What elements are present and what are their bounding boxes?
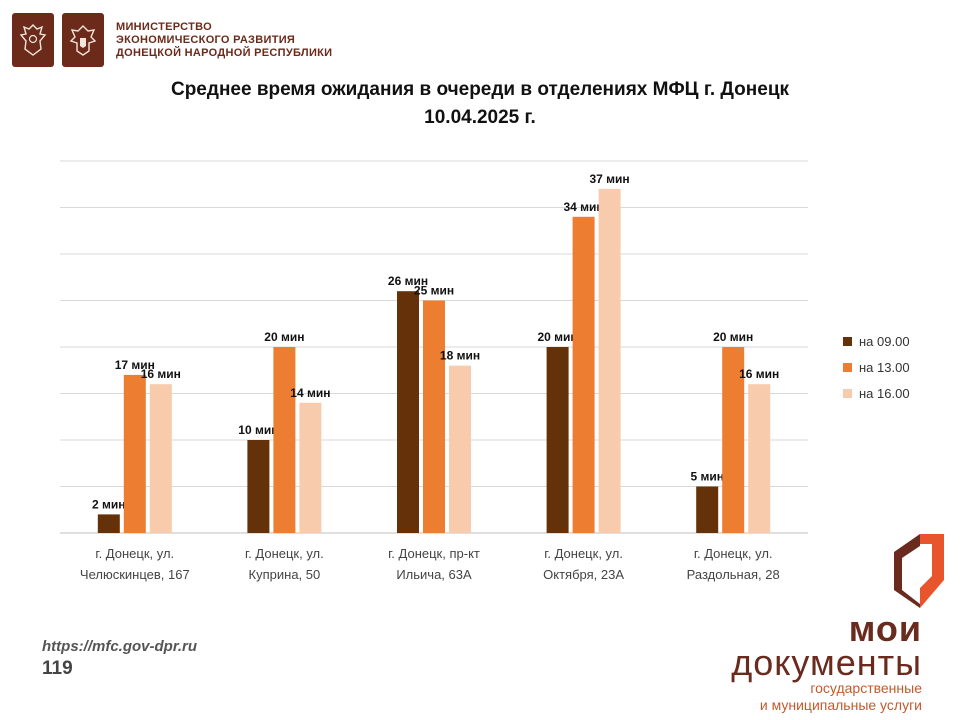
data-label: 16 мин bbox=[739, 367, 779, 381]
chart-legend: на 09.00 на 13.00 на 16.00 bbox=[843, 330, 910, 408]
category-label: г. Донецк, ул. bbox=[544, 546, 623, 561]
data-label: 17 мин bbox=[115, 358, 155, 372]
category-label: г. Донецк, ул. bbox=[95, 546, 174, 561]
data-label: 25 мин bbox=[414, 284, 454, 298]
moi-dokumenty-logo-icon bbox=[890, 530, 948, 615]
data-label: 14 мин bbox=[290, 386, 330, 400]
data-label: 10 мин bbox=[238, 423, 278, 437]
legend-item: на 13.00 bbox=[843, 356, 910, 378]
legend-item: на 09.00 bbox=[843, 330, 910, 352]
data-label: 37 мин bbox=[590, 172, 630, 186]
bar bbox=[397, 291, 419, 533]
legend-label: на 09.00 bbox=[859, 333, 910, 349]
header: МИНИСТЕРСТВО ЭКОНОМИЧЕСКОГО РАЗВИТИЯ ДОН… bbox=[12, 10, 332, 70]
data-label: 26 мин bbox=[388, 274, 428, 288]
bar bbox=[449, 365, 471, 533]
legend-swatch bbox=[843, 336, 852, 346]
data-label: 20 мин bbox=[538, 330, 578, 344]
ministry-line: ДОНЕЦКОЙ НАРОДНОЙ РЕСПУБЛИКИ bbox=[116, 46, 333, 59]
ministry-line: МИНИСТЕРСТВО bbox=[116, 20, 212, 33]
legend-item: на 16.00 bbox=[843, 382, 910, 404]
dpr-coat-of-arms-icon bbox=[62, 13, 104, 67]
legend-swatch bbox=[843, 362, 852, 372]
category-label: Раздольная, 28 bbox=[687, 567, 780, 582]
bar bbox=[722, 347, 745, 533]
site-url-link[interactable]: https://mfc.gov-dpr.ru bbox=[42, 638, 197, 655]
page-number: 119 bbox=[42, 658, 73, 679]
bar bbox=[546, 347, 569, 533]
bar bbox=[123, 374, 146, 533]
bar bbox=[149, 384, 172, 533]
data-label: 20 мин bbox=[713, 330, 753, 344]
data-label: 5 мин bbox=[690, 470, 724, 484]
data-label: 16 мин bbox=[141, 367, 181, 381]
brand-line1: мои bbox=[848, 608, 922, 649]
brand-line2: документы bbox=[731, 642, 922, 683]
chart-title-line: Среднее время ожидания в очереди в отдел… bbox=[170, 79, 790, 100]
legend-label: на 13.00 bbox=[859, 359, 910, 375]
category-label: г. Донецк, ул. bbox=[694, 546, 773, 561]
data-label: 2 мин bbox=[92, 497, 126, 511]
ministry-name: МИНИСТЕРСТВО ЭКОНОМИЧЕСКОГО РАЗВИТИЯ ДОН… bbox=[116, 21, 332, 60]
bar bbox=[696, 486, 719, 533]
bar bbox=[299, 402, 322, 533]
category-label: Октября, 23А bbox=[543, 567, 624, 582]
legend-label: на 16.00 bbox=[859, 385, 910, 401]
bar bbox=[273, 347, 296, 533]
bar bbox=[572, 216, 595, 534]
bar bbox=[247, 440, 270, 533]
chart-title-date: 10.04.2025 г. bbox=[424, 107, 536, 128]
legend-swatch bbox=[843, 388, 852, 398]
data-label: 34 мин bbox=[564, 200, 604, 214]
data-label: 18 мин bbox=[440, 349, 480, 363]
brand-subtitle: государственные bbox=[810, 680, 922, 696]
category-label: Куприна, 50 bbox=[249, 567, 321, 582]
category-label: Челюскинцев, 167 bbox=[80, 567, 190, 582]
ministry-line: ЭКОНОМИЧЕСКОГО РАЗВИТИЯ bbox=[116, 33, 296, 46]
bar bbox=[97, 514, 120, 533]
category-label: Ильича, 63А bbox=[396, 567, 472, 582]
brand-block: мои документы государственные и муниципа… bbox=[731, 608, 922, 714]
category-label: г. Донецк, пр-кт bbox=[388, 546, 480, 561]
data-label: 20 мин bbox=[264, 330, 304, 344]
eagle-coat-of-arms-icon bbox=[12, 13, 54, 67]
chart-title: Среднее время ожидания в очереди в отдел… bbox=[0, 76, 960, 132]
bar bbox=[423, 300, 445, 533]
category-label: г. Донецк, ул. bbox=[245, 546, 324, 561]
bar bbox=[598, 188, 621, 533]
bar bbox=[748, 384, 771, 533]
brand-subtitle: и муниципальные услуги bbox=[759, 697, 922, 713]
